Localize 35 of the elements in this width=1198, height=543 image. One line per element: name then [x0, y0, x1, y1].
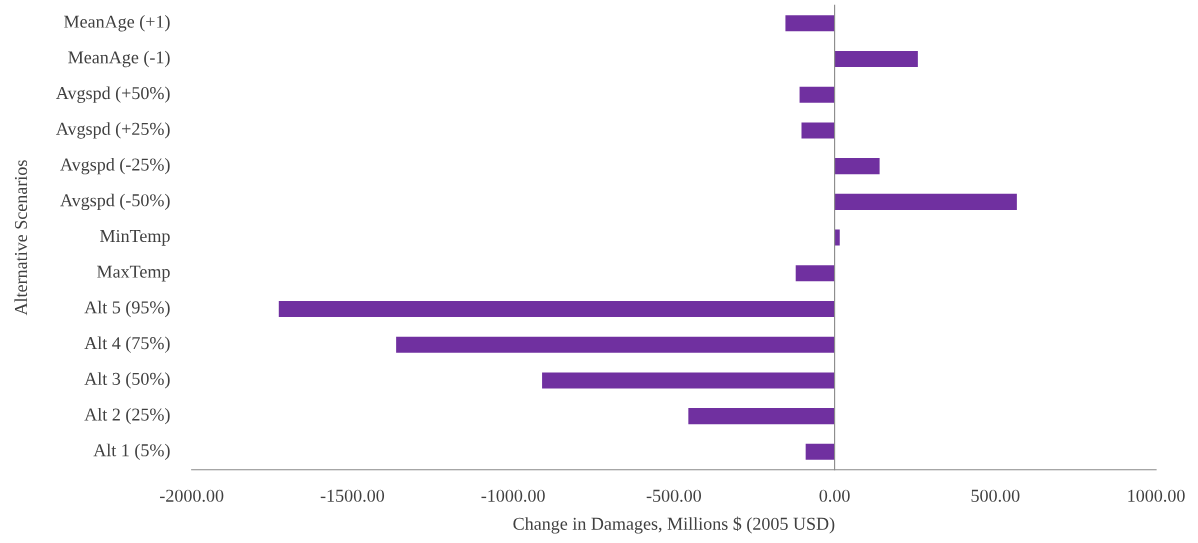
bar	[834, 50, 918, 68]
y-tick-label: MaxTemp	[97, 265, 170, 282]
y-tick-label: Avgspd (+25%)	[55, 122, 170, 139]
bar	[834, 193, 1017, 210]
bar	[785, 15, 835, 32]
bar	[542, 372, 835, 389]
y-tick-label: Alt 5 (95%)	[84, 300, 170, 318]
bar	[834, 158, 880, 175]
x-tick-label: 0.00	[819, 489, 850, 502]
x-tick-label: 500.00	[971, 489, 1020, 502]
y-tick-label: Alt 2 (25%)	[84, 407, 170, 425]
x-tick-label: -1000.00	[481, 489, 545, 502]
x-tick-label: 1000.00	[1128, 489, 1185, 502]
bar	[396, 336, 835, 353]
y-tick-label: MeanAge (-1)	[68, 50, 170, 68]
bar	[801, 122, 835, 139]
x-tick-label: -500.00	[646, 489, 702, 502]
y-tick-label: MinTemp	[100, 229, 170, 246]
y-tick-label: Alt 4 (75%)	[84, 336, 170, 353]
y-axis-title: Alternative Scenarios	[14, 160, 28, 316]
y-tick-label: Alt 3 (50%)	[84, 372, 170, 389]
y-tick-label: MeanAge (+1)	[64, 15, 170, 32]
bar	[834, 229, 840, 246]
bar	[805, 443, 835, 460]
y-tick-label: Avgspd (-25%)	[60, 157, 170, 175]
bar	[688, 408, 835, 425]
x-tick-label: -2000.00	[160, 489, 224, 502]
bar	[799, 86, 835, 103]
bar	[795, 265, 835, 282]
y-tick-label: Avgspd (+50%)	[55, 86, 170, 103]
y-tick-label: Avgspd (-50%)	[60, 193, 170, 211]
x-tick-label: -1500.00	[320, 489, 385, 502]
x-axis-title: Change in Damages, Millions $ (2005 USD)	[513, 516, 835, 534]
y-tick-label: Alt 1 (5%)	[93, 443, 170, 461]
bar	[278, 300, 835, 318]
